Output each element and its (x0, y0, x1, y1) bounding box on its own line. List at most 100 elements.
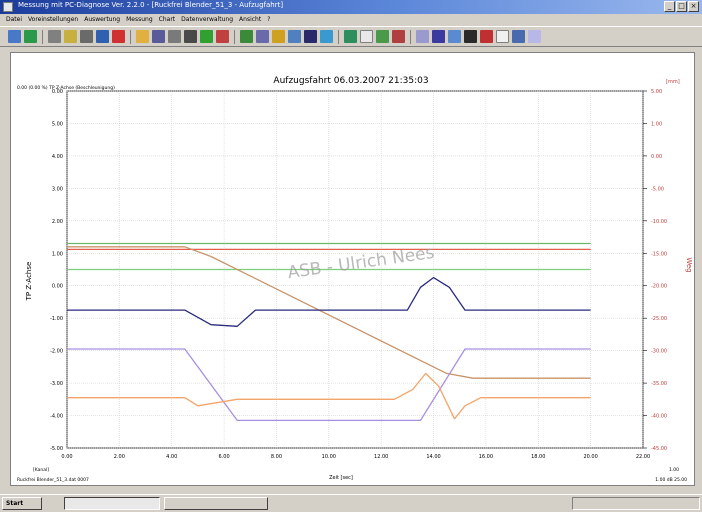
line-chart[interactable]: Aufzugsfahrt 06.03.2007 21:35:03 0.00 (0… (11, 53, 694, 485)
tool-icon[interactable] (96, 30, 109, 43)
menu-messung[interactable]: Messung (126, 16, 153, 23)
left-tick-label: 4.00 (52, 154, 63, 160)
x-axis-right-caption: 1.00 (669, 467, 679, 473)
menu-auswertung[interactable]: Auswertung (84, 16, 121, 23)
left-tick-label: 0.00 (52, 89, 63, 95)
tool-icon[interactable] (512, 30, 525, 43)
x-tick-label: 10.00 (322, 454, 336, 460)
x-tick-label: 6.00 (219, 454, 230, 460)
right-tick-label: -20.00 (651, 284, 667, 290)
system-tray (572, 497, 700, 510)
chart-ticks: 0.00 5.00 4.00 3.00 2.00 1.00 0.00 -1.00 -2.00 -3… (50, 89, 667, 460)
x-tick-label: 16.00 (479, 454, 493, 460)
right-tick-label: -15.00 (651, 251, 667, 257)
x-tick-label: 0.00 (61, 454, 72, 460)
right-axis-unit: [mm] (666, 79, 680, 85)
tool-icon[interactable] (360, 30, 373, 43)
tool-icon[interactable] (80, 30, 93, 43)
tool-icon[interactable] (528, 30, 541, 43)
tool-icon[interactable] (376, 30, 389, 43)
tool-icon[interactable] (480, 30, 493, 43)
right-tick-label: -10.00 (651, 219, 667, 225)
scale-caption: 1.00 dB 25.00 (655, 477, 687, 483)
right-tick-label: 1.00 (651, 121, 662, 127)
minimize-button[interactable]: _ (664, 1, 675, 12)
tool-icon[interactable] (288, 30, 301, 43)
tool-icon[interactable] (152, 30, 165, 43)
left-tick-label: 2.00 (52, 219, 63, 225)
tool-icon[interactable] (240, 30, 253, 43)
series-line-4 (67, 246, 591, 379)
left-tick-label: -2.00 (50, 349, 63, 355)
maximize-button[interactable]: □ (676, 1, 687, 12)
menu-voreinstellungen[interactable]: Voreinstellungen (28, 16, 79, 23)
x-axis-label: Zeit [sec] (329, 475, 353, 481)
left-tick-label: -3.00 (50, 381, 63, 387)
right-tick-label: -45.00 (651, 446, 667, 452)
tool-icon[interactable] (344, 30, 357, 43)
menu-ansicht[interactable]: Ansicht (239, 16, 262, 23)
right-tick-label: -25.00 (651, 316, 667, 322)
menu-help[interactable]: ? (267, 16, 271, 23)
tool-icon[interactable] (256, 30, 269, 43)
close-button[interactable]: × (688, 1, 699, 12)
x-tick-label: 12.00 (374, 454, 388, 460)
tool-icon[interactable] (432, 30, 445, 43)
chart-series (67, 242, 591, 422)
tool-icon[interactable] (64, 30, 77, 43)
window-title: Messung mit PC-Diagnose Ver. 2.2.0 - [Ru… (18, 1, 284, 9)
tool-icon[interactable] (304, 30, 317, 43)
taskbar-item-diagnose[interactable] (64, 497, 160, 510)
tool-icon[interactable] (416, 30, 429, 43)
taskbar: Start (0, 494, 702, 512)
series-line-5 (67, 276, 591, 327)
chart-title: Aufzugsfahrt 06.03.2007 21:35:03 (273, 76, 428, 86)
app-icon (3, 2, 13, 12)
left-tick-label: -1.00 (50, 316, 63, 322)
left-tick-label: 5.00 (52, 121, 63, 127)
file-caption: Ruckfrei Blender_51_3.dat 0007 (17, 477, 89, 483)
x-axis-left-caption: [Kanal] (33, 467, 49, 473)
chart-corner-label: 0.00 (0.00 %) TP Z-Achse (Beschleunigung… (17, 85, 115, 91)
toolbar-separator (234, 29, 235, 44)
tool-icon[interactable] (496, 30, 509, 43)
tool-icon[interactable] (272, 30, 285, 43)
tool-icon[interactable] (448, 30, 461, 43)
x-tick-label: 2.00 (114, 454, 125, 460)
x-tick-label: 22.00 (636, 454, 650, 460)
tool-icon[interactable] (8, 30, 21, 43)
toolbar-separator (338, 29, 339, 44)
tool-icon[interactable] (392, 30, 405, 43)
menu-datenverwaltung[interactable]: Datenverwaltung (181, 16, 234, 23)
tool-icon[interactable] (200, 30, 213, 43)
right-tick-label: -35.00 (651, 381, 667, 387)
tool-icon[interactable] (48, 30, 61, 43)
toolbar-separator (130, 29, 131, 44)
toolbar (0, 26, 702, 47)
taskbar-item-explorer[interactable] (164, 497, 268, 510)
x-tick-label: 8.00 (271, 454, 282, 460)
tool-icon[interactable] (320, 30, 333, 43)
series-line-7 (67, 372, 591, 420)
tool-icon[interactable] (136, 30, 149, 43)
x-tick-label: 4.00 (166, 454, 177, 460)
toolbar-separator (42, 29, 43, 44)
menu-bar: Datei Voreinstellungen Auswertung Messun… (0, 14, 702, 25)
tool-icon[interactable] (464, 30, 477, 43)
menu-datei[interactable]: Datei (6, 16, 23, 23)
left-tick-label: -5.00 (50, 446, 63, 452)
tool-icon[interactable] (112, 30, 125, 43)
tool-icon[interactable] (216, 30, 229, 43)
title-bar: Messung mit PC-Diagnose Ver. 2.2.0 - [Ru… (0, 0, 702, 14)
left-tick-label: 3.00 (52, 186, 63, 192)
series-line-6 (67, 348, 591, 422)
tool-icon[interactable] (24, 30, 37, 43)
right-tick-label: 5.00 (651, 89, 662, 95)
start-button[interactable]: Start (2, 497, 42, 510)
left-tick-label: -4.00 (50, 414, 63, 420)
chart-panel: Aufzugsfahrt 06.03.2007 21:35:03 0.00 (0… (10, 52, 695, 486)
tool-icon[interactable] (184, 30, 197, 43)
x-tick-label: 20.00 (583, 454, 597, 460)
menu-chart[interactable]: Chart (158, 16, 176, 23)
tool-icon[interactable] (168, 30, 181, 43)
